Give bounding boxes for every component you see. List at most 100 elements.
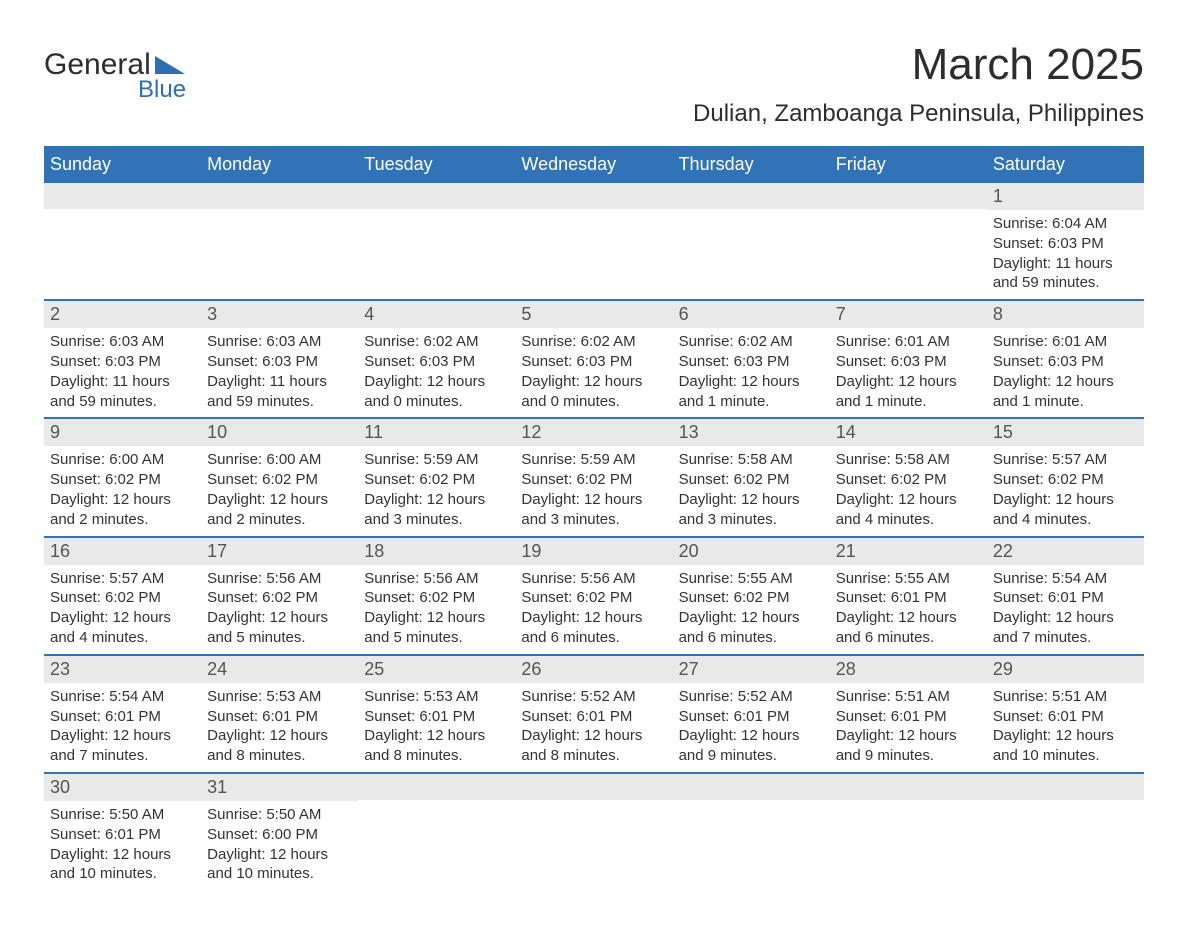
day-body bbox=[830, 209, 987, 283]
calendar-day: 15Sunrise: 5:57 AMSunset: 6:02 PMDayligh… bbox=[987, 419, 1144, 535]
day-body: Sunrise: 6:00 AMSunset: 6:02 PMDaylight:… bbox=[201, 446, 358, 535]
day-body: Sunrise: 6:04 AMSunset: 6:03 PMDaylight:… bbox=[987, 210, 1144, 299]
day-number bbox=[673, 774, 830, 800]
daylight-text: Daylight: 12 hours and 7 minutes. bbox=[993, 608, 1138, 648]
sunrise-text: Sunrise: 6:03 AM bbox=[50, 332, 195, 352]
calendar-day: 22Sunrise: 5:54 AMSunset: 6:01 PMDayligh… bbox=[987, 538, 1144, 654]
calendar-day: 11Sunrise: 5:59 AMSunset: 6:02 PMDayligh… bbox=[358, 419, 515, 535]
sunrise-text: Sunrise: 5:57 AM bbox=[50, 569, 195, 589]
month-title: March 2025 bbox=[693, 40, 1144, 90]
sunrise-text: Sunrise: 5:55 AM bbox=[679, 569, 824, 589]
calendar: Sunday Monday Tuesday Wednesday Thursday… bbox=[44, 146, 1144, 890]
sunset-text: Sunset: 6:02 PM bbox=[50, 588, 195, 608]
day-body: Sunrise: 6:03 AMSunset: 6:03 PMDaylight:… bbox=[201, 328, 358, 417]
sunrise-text: Sunrise: 5:50 AM bbox=[50, 805, 195, 825]
day-number: 3 bbox=[201, 301, 358, 328]
sunrise-text: Sunrise: 5:58 AM bbox=[679, 450, 824, 470]
daylight-text: Daylight: 12 hours and 2 minutes. bbox=[50, 490, 195, 530]
day-number bbox=[830, 774, 987, 800]
daylight-text: Daylight: 12 hours and 8 minutes. bbox=[521, 726, 666, 766]
sunrise-text: Sunrise: 6:00 AM bbox=[207, 450, 352, 470]
calendar-day: 8Sunrise: 6:01 AMSunset: 6:03 PMDaylight… bbox=[987, 301, 1144, 417]
calendar-day bbox=[673, 774, 830, 890]
day-number: 26 bbox=[515, 656, 672, 683]
day-number: 27 bbox=[673, 656, 830, 683]
sunrise-text: Sunrise: 5:51 AM bbox=[993, 687, 1138, 707]
daylight-text: Daylight: 12 hours and 1 minute. bbox=[836, 372, 981, 412]
daylight-text: Daylight: 12 hours and 10 minutes. bbox=[207, 845, 352, 885]
calendar-day: 21Sunrise: 5:55 AMSunset: 6:01 PMDayligh… bbox=[830, 538, 987, 654]
day-body bbox=[358, 209, 515, 283]
daylight-text: Daylight: 12 hours and 3 minutes. bbox=[679, 490, 824, 530]
day-number: 31 bbox=[201, 774, 358, 801]
calendar-week: 30Sunrise: 5:50 AMSunset: 6:01 PMDayligh… bbox=[44, 772, 1144, 890]
calendar-day: 4Sunrise: 6:02 AMSunset: 6:03 PMDaylight… bbox=[358, 301, 515, 417]
daylight-text: Daylight: 12 hours and 4 minutes. bbox=[993, 490, 1138, 530]
calendar-day: 24Sunrise: 5:53 AMSunset: 6:01 PMDayligh… bbox=[201, 656, 358, 772]
sunset-text: Sunset: 6:02 PM bbox=[521, 470, 666, 490]
daylight-text: Daylight: 12 hours and 3 minutes. bbox=[364, 490, 509, 530]
calendar-day bbox=[673, 183, 830, 299]
daylight-text: Daylight: 11 hours and 59 minutes. bbox=[50, 372, 195, 412]
sunrise-text: Sunrise: 5:57 AM bbox=[993, 450, 1138, 470]
day-number: 9 bbox=[44, 419, 201, 446]
day-number: 10 bbox=[201, 419, 358, 446]
sunrise-text: Sunrise: 5:53 AM bbox=[364, 687, 509, 707]
daylight-text: Daylight: 12 hours and 9 minutes. bbox=[679, 726, 824, 766]
day-number bbox=[201, 183, 358, 209]
day-number: 20 bbox=[673, 538, 830, 565]
day-header: Wednesday bbox=[515, 146, 672, 183]
daylight-text: Daylight: 12 hours and 6 minutes. bbox=[521, 608, 666, 648]
sunset-text: Sunset: 6:03 PM bbox=[364, 352, 509, 372]
calendar-day: 26Sunrise: 5:52 AMSunset: 6:01 PMDayligh… bbox=[515, 656, 672, 772]
calendar-day bbox=[44, 183, 201, 299]
day-number: 24 bbox=[201, 656, 358, 683]
day-body: Sunrise: 6:02 AMSunset: 6:03 PMDaylight:… bbox=[673, 328, 830, 417]
day-number: 28 bbox=[830, 656, 987, 683]
day-number bbox=[44, 183, 201, 209]
sunset-text: Sunset: 6:03 PM bbox=[993, 234, 1138, 254]
day-body bbox=[673, 209, 830, 283]
day-body: Sunrise: 5:55 AMSunset: 6:02 PMDaylight:… bbox=[673, 565, 830, 654]
calendar-week: 23Sunrise: 5:54 AMSunset: 6:01 PMDayligh… bbox=[44, 654, 1144, 772]
sunset-text: Sunset: 6:01 PM bbox=[993, 588, 1138, 608]
day-body: Sunrise: 5:54 AMSunset: 6:01 PMDaylight:… bbox=[987, 565, 1144, 654]
day-body: Sunrise: 5:59 AMSunset: 6:02 PMDaylight:… bbox=[515, 446, 672, 535]
day-number: 14 bbox=[830, 419, 987, 446]
sunset-text: Sunset: 6:03 PM bbox=[521, 352, 666, 372]
sunset-text: Sunset: 6:01 PM bbox=[993, 707, 1138, 727]
sunrise-text: Sunrise: 6:04 AM bbox=[993, 214, 1138, 234]
daylight-text: Daylight: 12 hours and 0 minutes. bbox=[521, 372, 666, 412]
day-body: Sunrise: 5:56 AMSunset: 6:02 PMDaylight:… bbox=[515, 565, 672, 654]
sunset-text: Sunset: 6:02 PM bbox=[993, 470, 1138, 490]
calendar-day: 9Sunrise: 6:00 AMSunset: 6:02 PMDaylight… bbox=[44, 419, 201, 535]
day-number: 23 bbox=[44, 656, 201, 683]
sunset-text: Sunset: 6:01 PM bbox=[50, 707, 195, 727]
day-body: Sunrise: 5:55 AMSunset: 6:01 PMDaylight:… bbox=[830, 565, 987, 654]
calendar-day: 7Sunrise: 6:01 AMSunset: 6:03 PMDaylight… bbox=[830, 301, 987, 417]
day-header: Sunday bbox=[44, 146, 201, 183]
calendar-day: 6Sunrise: 6:02 AMSunset: 6:03 PMDaylight… bbox=[673, 301, 830, 417]
calendar-day bbox=[515, 774, 672, 890]
sunset-text: Sunset: 6:02 PM bbox=[521, 588, 666, 608]
sunrise-text: Sunrise: 6:00 AM bbox=[50, 450, 195, 470]
day-number: 22 bbox=[987, 538, 1144, 565]
calendar-day: 2Sunrise: 6:03 AMSunset: 6:03 PMDaylight… bbox=[44, 301, 201, 417]
sunset-text: Sunset: 6:02 PM bbox=[364, 588, 509, 608]
daylight-text: Daylight: 11 hours and 59 minutes. bbox=[993, 254, 1138, 294]
day-number bbox=[830, 183, 987, 209]
sunrise-text: Sunrise: 6:02 AM bbox=[521, 332, 666, 352]
day-number: 19 bbox=[515, 538, 672, 565]
sunrise-text: Sunrise: 5:50 AM bbox=[207, 805, 352, 825]
day-body bbox=[673, 800, 830, 874]
sunset-text: Sunset: 6:02 PM bbox=[207, 588, 352, 608]
daylight-text: Daylight: 12 hours and 4 minutes. bbox=[50, 608, 195, 648]
sunset-text: Sunset: 6:03 PM bbox=[50, 352, 195, 372]
day-body: Sunrise: 5:57 AMSunset: 6:02 PMDaylight:… bbox=[44, 565, 201, 654]
calendar-day: 25Sunrise: 5:53 AMSunset: 6:01 PMDayligh… bbox=[358, 656, 515, 772]
daylight-text: Daylight: 12 hours and 8 minutes. bbox=[207, 726, 352, 766]
calendar-day: 29Sunrise: 5:51 AMSunset: 6:01 PMDayligh… bbox=[987, 656, 1144, 772]
sunrise-text: Sunrise: 5:56 AM bbox=[521, 569, 666, 589]
calendar-day bbox=[515, 183, 672, 299]
daylight-text: Daylight: 12 hours and 1 minute. bbox=[679, 372, 824, 412]
